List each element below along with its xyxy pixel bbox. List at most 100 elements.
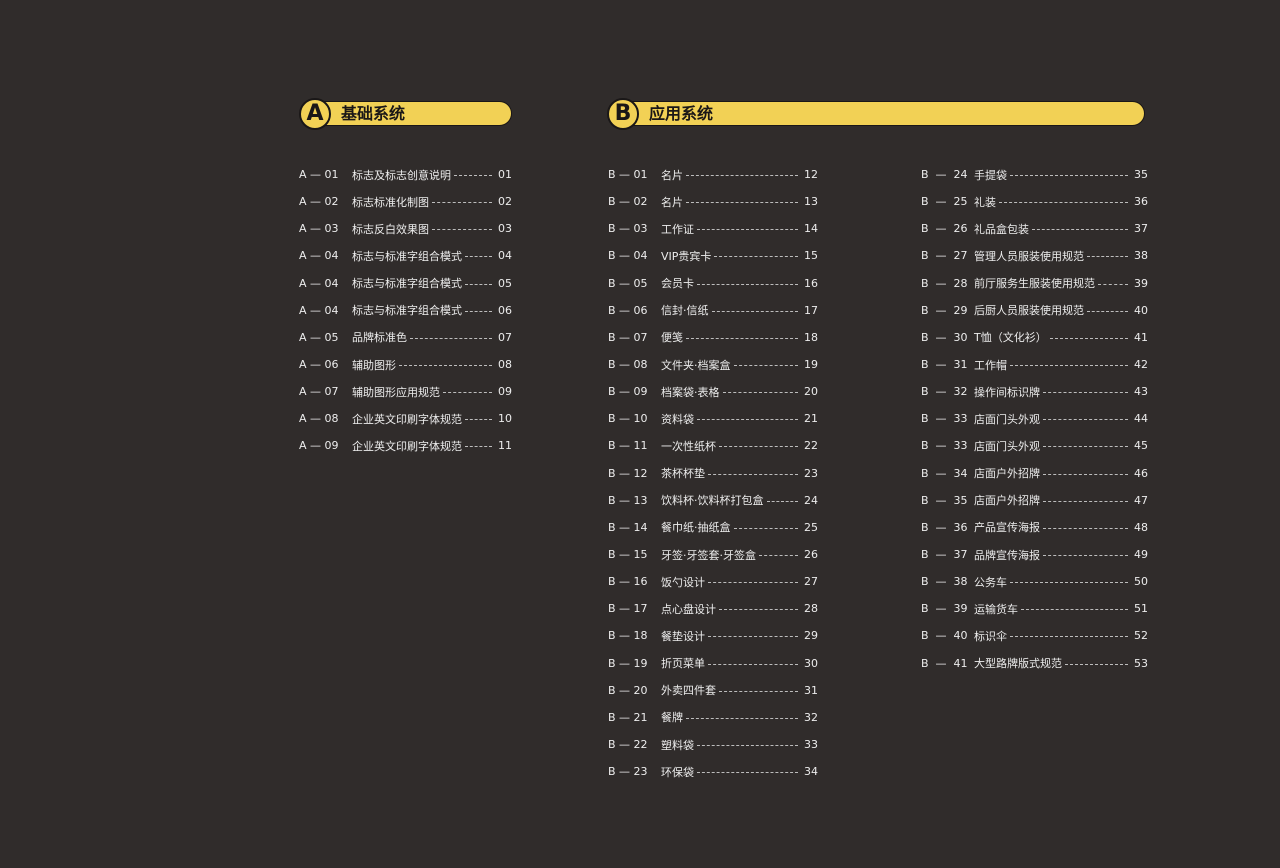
- toc-title: 品牌标准色: [352, 331, 407, 345]
- toc-item[interactable]: B — 15 牙签·牙签套·牙签盒 26: [608, 541, 818, 568]
- toc-code: B — 14: [608, 520, 648, 534]
- toc-title: 外卖四件套: [661, 684, 716, 698]
- toc-item[interactable]: B — 37 品牌宣传海报 49: [921, 541, 1148, 568]
- section-b-title: 应用系统: [649, 104, 714, 123]
- leader-dots: [1087, 256, 1128, 258]
- toc-page: 34: [804, 765, 818, 779]
- toc-title: 名片: [661, 168, 683, 182]
- toc-item[interactable]: A — 07 辅助图形应用规范 09: [299, 378, 512, 405]
- toc-page: 14: [804, 222, 818, 236]
- leader-dots: [711, 310, 798, 312]
- section-b-bar: [619, 101, 1145, 126]
- toc-page: 07: [498, 330, 512, 344]
- toc-page: 53: [1134, 656, 1148, 670]
- toc-item[interactable]: B — 25 礼装 36: [921, 188, 1148, 215]
- toc-item[interactable]: B — 18 餐垫设计 29: [608, 622, 818, 649]
- toc-page: 13: [804, 195, 818, 209]
- toc-item[interactable]: B — 04 VIP贵宾卡 15: [608, 242, 818, 269]
- toc-code: B — 36: [921, 520, 968, 534]
- toc-item[interactable]: B — 23 环保袋 34: [608, 758, 818, 785]
- toc-item[interactable]: A — 01 标志及标志创意说明 01: [299, 161, 512, 188]
- toc-page: 46: [1134, 466, 1148, 480]
- toc-item[interactable]: B — 36 产品宣传海报 48: [921, 514, 1148, 541]
- toc-item[interactable]: B — 06 信封·信纸 17: [608, 297, 818, 324]
- toc-item[interactable]: B — 17 点心盘设计 28: [608, 595, 818, 622]
- toc-item[interactable]: B — 08 文件夹·档案盒 19: [608, 351, 818, 378]
- toc-code: B — 07: [608, 330, 648, 344]
- toc-item[interactable]: A — 04 标志与标准字组合模式 05: [299, 270, 512, 297]
- toc-page: 45: [1134, 439, 1148, 453]
- toc-item[interactable]: B — 33 店面门头外观 45: [921, 432, 1148, 459]
- toc-page: 11: [498, 439, 512, 453]
- toc-item[interactable]: B — 38 公务车 50: [921, 568, 1148, 595]
- toc-item[interactable]: B — 30 T恤（文化衫） 41: [921, 324, 1148, 351]
- toc-code: B — 31: [921, 358, 968, 372]
- toc-item[interactable]: B — 13 饮料杯·饮料杯打包盒 24: [608, 487, 818, 514]
- toc-item[interactable]: B — 09 档案袋·表格 20: [608, 378, 818, 405]
- toc-page: 51: [1134, 602, 1148, 616]
- leader-dots: [697, 772, 798, 774]
- leader-dots: [697, 283, 798, 285]
- toc-page: 35: [1134, 168, 1148, 182]
- leader-dots: [443, 392, 492, 394]
- toc-item[interactable]: B — 20 外卖四件套 31: [608, 677, 818, 704]
- toc-item[interactable]: B — 27 管理人员服装使用规范 38: [921, 242, 1148, 269]
- toc-code: B — 06: [608, 303, 648, 317]
- toc-item[interactable]: B — 10 资料袋 21: [608, 405, 818, 432]
- toc-item[interactable]: B — 28 前厅服务生服装使用规范 39: [921, 270, 1148, 297]
- toc-code: B — 20: [608, 683, 648, 697]
- toc-page: 27: [804, 575, 818, 589]
- toc-page: 20: [804, 385, 818, 399]
- toc-item[interactable]: A — 04 标志与标准字组合模式 04: [299, 242, 512, 269]
- toc-item[interactable]: B — 16 饭勺设计 27: [608, 568, 818, 595]
- toc-item[interactable]: B — 32 操作间标识牌 43: [921, 378, 1148, 405]
- toc-title: 礼装: [974, 195, 996, 209]
- leader-dots: [686, 717, 798, 719]
- section-b-list-2: B — 24 手提袋 35 B — 25 礼装 36 B — 26 礼品盒包装 37 B — 27…: [921, 161, 1148, 677]
- section-b-list-1: B — 01 名片 12 B — 02 名片 13 B — 03 工作证 14 B — 04 VIP…: [608, 161, 818, 785]
- toc-item[interactable]: B — 33 店面门头外观 44: [921, 405, 1148, 432]
- toc-item[interactable]: A — 03 标志反白效果图 03: [299, 215, 512, 242]
- toc-page: 19: [804, 358, 818, 372]
- leader-dots: [708, 582, 798, 584]
- toc-item[interactable]: A — 09 企业英文印刷字体规范 11: [299, 432, 512, 459]
- toc-item[interactable]: B — 05 会员卡 16: [608, 270, 818, 297]
- toc-title: VIP贵宾卡: [661, 249, 712, 263]
- toc-item[interactable]: B — 39 运输货车 51: [921, 595, 1148, 622]
- toc-title: 标志与标准字组合模式: [352, 249, 462, 263]
- toc-item[interactable]: B — 12 茶杯杯垫 23: [608, 460, 818, 487]
- toc-item[interactable]: B — 01 名片 12: [608, 161, 818, 188]
- toc-item[interactable]: B — 02 名片 13: [608, 188, 818, 215]
- toc-item[interactable]: A — 06 辅助图形 08: [299, 351, 512, 378]
- toc-item[interactable]: B — 24 手提袋 35: [921, 161, 1148, 188]
- toc-item[interactable]: B — 31 工作帽 42: [921, 351, 1148, 378]
- toc-item[interactable]: B — 07 便笺 18: [608, 324, 818, 351]
- toc-item[interactable]: A — 04 标志与标准字组合模式 06: [299, 297, 512, 324]
- toc-item[interactable]: B — 22 塑料袋 33: [608, 731, 818, 758]
- toc-item[interactable]: A — 08 企业英文印刷字体规范 10: [299, 405, 512, 432]
- toc-item[interactable]: B — 26 礼品盒包装 37: [921, 215, 1148, 242]
- toc-title: 店面户外招牌: [974, 494, 1040, 508]
- section-a-title: 基础系统: [341, 104, 406, 123]
- toc-item[interactable]: B — 19 折页菜单 30: [608, 650, 818, 677]
- toc-item[interactable]: A — 05 品牌标准色 07: [299, 324, 512, 351]
- toc-item[interactable]: B — 35 店面户外招牌 47: [921, 487, 1148, 514]
- toc-item[interactable]: B — 34 店面户外招牌 46: [921, 460, 1148, 487]
- toc-page: 47: [1134, 493, 1148, 507]
- toc-title: 店面户外招牌: [974, 467, 1040, 481]
- toc-item[interactable]: B — 40 标识伞 52: [921, 622, 1148, 649]
- leader-dots: [465, 446, 492, 448]
- toc-item[interactable]: B — 29 后厨人员服装使用规范 40: [921, 297, 1148, 324]
- toc-item[interactable]: B — 41 大型路牌版式规范 53: [921, 650, 1148, 677]
- toc-item[interactable]: B — 21 餐牌 32: [608, 704, 818, 731]
- toc-item[interactable]: B — 03 工作证 14: [608, 215, 818, 242]
- section-b-header: B 应用系统: [607, 98, 1145, 130]
- toc-page: 29: [804, 629, 818, 643]
- toc-item[interactable]: B — 11 一次性纸杯 22: [608, 432, 818, 459]
- toc-item[interactable]: A — 02 标志标准化制图 02: [299, 188, 512, 215]
- leader-dots: [1098, 283, 1128, 285]
- toc-title: 环保袋: [661, 765, 694, 779]
- toc-page: 08: [498, 358, 512, 372]
- toc-title: 标志及标志创意说明: [352, 168, 451, 182]
- toc-item[interactable]: B — 14 餐巾纸·抽纸盒 25: [608, 514, 818, 541]
